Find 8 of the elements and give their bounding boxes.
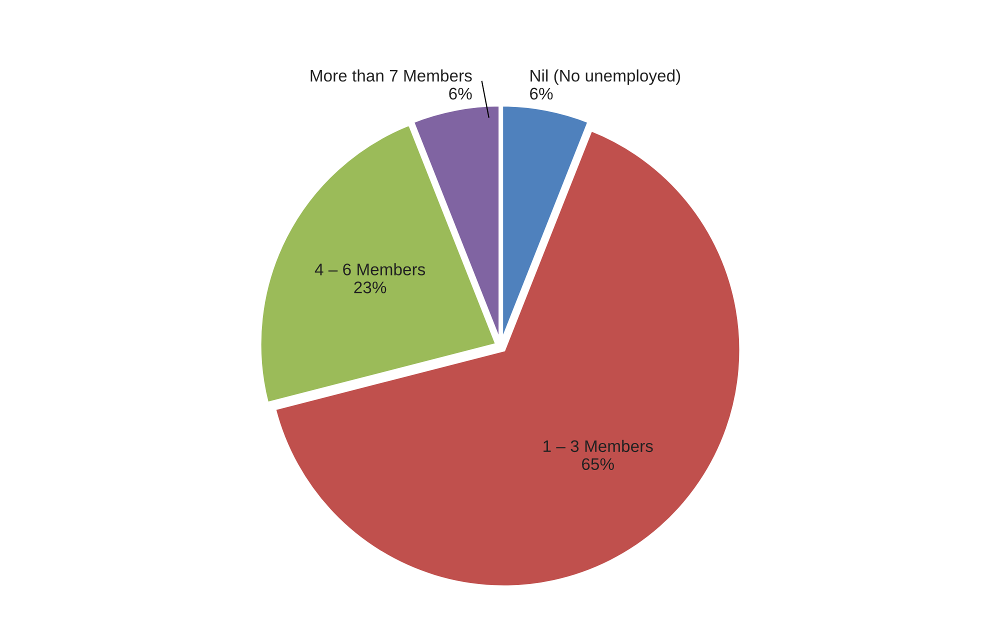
data-label: 23% bbox=[354, 282, 386, 294]
data-label: 65% bbox=[582, 458, 614, 470]
slice-label: 4 – 6 Members bbox=[314, 263, 426, 276]
data-label: 6% bbox=[449, 88, 472, 100]
slice-label: Nil (No unemployed) bbox=[530, 69, 680, 85]
data-label: 6% bbox=[530, 88, 553, 100]
slice-label: 1 – 3 Members bbox=[544, 440, 653, 452]
slice-label: More than 7 Members bbox=[310, 69, 472, 82]
